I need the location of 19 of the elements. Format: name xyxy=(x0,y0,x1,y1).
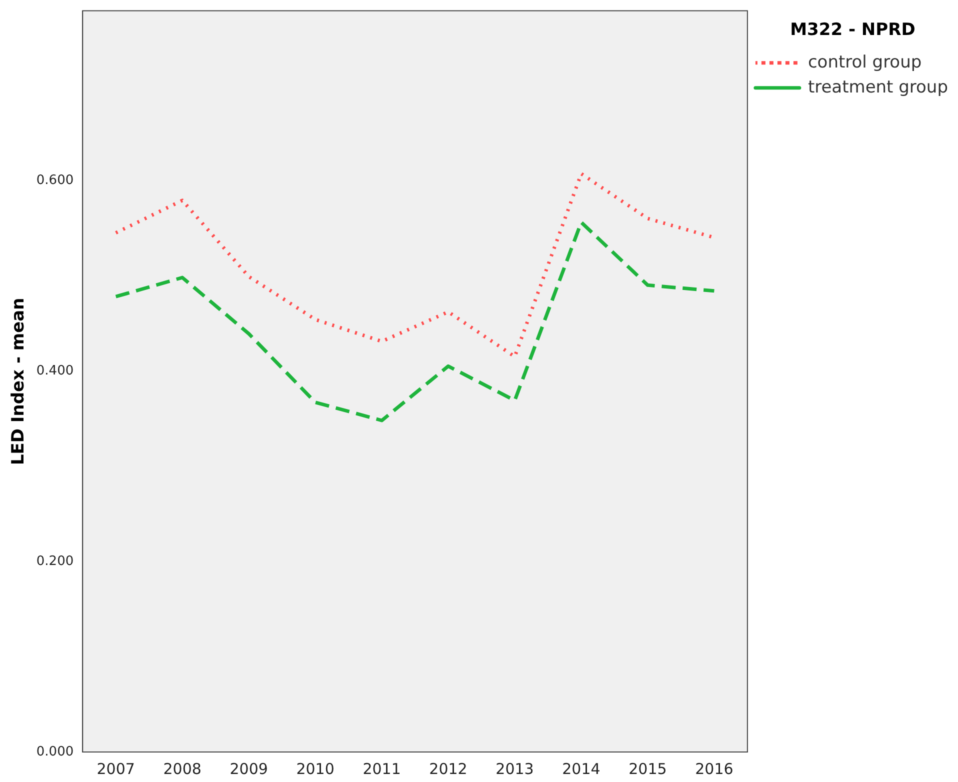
x-tick-label: 2007 xyxy=(96,760,135,778)
x-tick-label: 2008 xyxy=(163,760,202,778)
y-axis-title: LED Index - mean xyxy=(8,298,29,466)
line-series xyxy=(114,220,716,422)
legend-label: control group xyxy=(808,52,922,72)
y-tick-label: 0.600 xyxy=(36,172,74,188)
x-tick-label: 2013 xyxy=(496,760,534,778)
x-tick-label: 2014 xyxy=(562,760,600,778)
y-tick-label: 0.400 xyxy=(36,363,74,378)
x-tick-label: 2015 xyxy=(628,760,667,778)
y-tick-label: 0.200 xyxy=(36,554,74,569)
y-tick-label: 0.000 xyxy=(36,744,74,760)
legend-title: M322 - NPRD xyxy=(790,20,916,40)
legend-label: treatment group xyxy=(808,77,948,98)
x-tick-label: 2010 xyxy=(296,760,334,778)
x-tick-label: 2009 xyxy=(230,760,268,778)
x-tick-label: 2012 xyxy=(429,760,468,778)
x-tick-label: 2016 xyxy=(695,760,734,778)
x-tick-label: 2011 xyxy=(362,760,401,778)
